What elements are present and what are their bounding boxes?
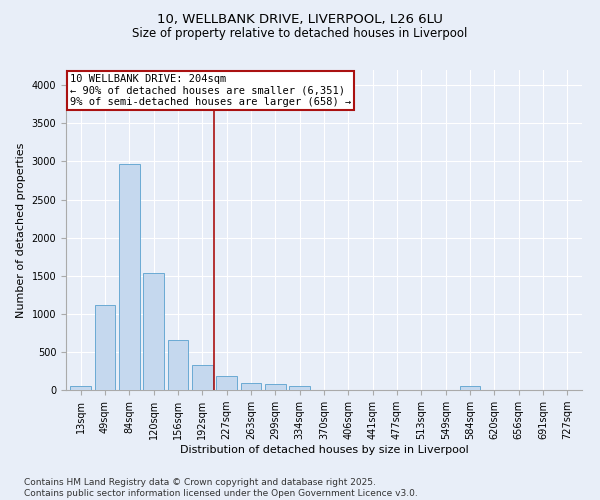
Bar: [192, 365, 212, 390]
Bar: [95, 306, 115, 390]
Bar: [216, 376, 237, 390]
Bar: [460, 386, 481, 390]
Text: Size of property relative to detached houses in Liverpool: Size of property relative to detached ho…: [133, 28, 467, 40]
Bar: [289, 386, 310, 390]
Text: Contains HM Land Registry data © Crown copyright and database right 2025.
Contai: Contains HM Land Registry data © Crown c…: [24, 478, 418, 498]
Bar: [70, 386, 91, 390]
Text: 10, WELLBANK DRIVE, LIVERPOOL, L26 6LU: 10, WELLBANK DRIVE, LIVERPOOL, L26 6LU: [157, 12, 443, 26]
Bar: [143, 274, 164, 390]
Bar: [119, 164, 140, 390]
X-axis label: Distribution of detached houses by size in Liverpool: Distribution of detached houses by size …: [179, 445, 469, 455]
Text: 10 WELLBANK DRIVE: 204sqm
← 90% of detached houses are smaller (6,351)
9% of sem: 10 WELLBANK DRIVE: 204sqm ← 90% of detac…: [70, 74, 351, 107]
Bar: [265, 384, 286, 390]
Y-axis label: Number of detached properties: Number of detached properties: [16, 142, 26, 318]
Bar: [167, 340, 188, 390]
Bar: [241, 383, 262, 390]
